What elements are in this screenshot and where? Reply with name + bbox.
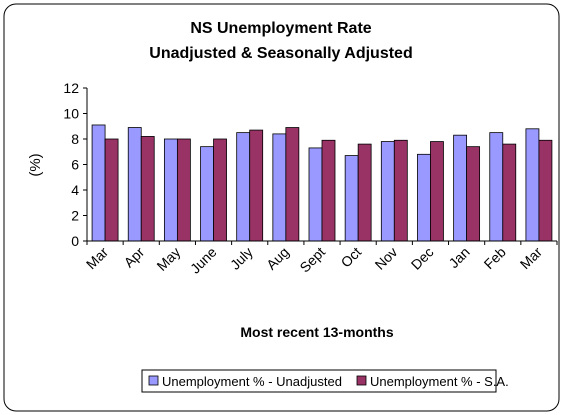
bar-unadjusted — [489, 132, 504, 242]
bar-seasonally-adjusted — [430, 141, 444, 242]
chart-title: NS Unemployment Rate — [190, 20, 371, 37]
y-tick-label: 6 — [71, 157, 79, 173]
bar-seasonally-adjusted — [285, 127, 300, 242]
legend: Unemployment % - Unadjusted Unemployment… — [141, 369, 509, 393]
legend-label-unadjusted: Unemployment % - Unadjusted — [162, 374, 342, 389]
bar-seasonally-adjusted — [104, 138, 119, 242]
legend-label-seasonally-adjusted: Unemployment % - S.A. — [370, 374, 509, 389]
y-tick-label: 8 — [71, 131, 79, 147]
bar-seasonally-adjusted — [213, 138, 227, 242]
bar-unadjusted — [272, 133, 287, 242]
bar-seasonally-adjusted — [321, 139, 336, 242]
bar-seasonally-adjusted — [176, 138, 191, 242]
y-tick-label: 12 — [63, 80, 79, 96]
bar-seasonally-adjusted — [249, 129, 264, 242]
bar-seasonally-adjusted — [393, 139, 408, 242]
bar-unadjusted — [127, 127, 142, 242]
bar-seasonally-adjusted — [502, 143, 517, 242]
y-tick-label: 4 — [71, 182, 79, 198]
bar-unadjusted — [200, 146, 214, 242]
bar-unadjusted — [236, 132, 251, 242]
bar-seasonally-adjusted — [538, 139, 553, 242]
bar-unadjusted — [163, 138, 178, 242]
bar-unadjusted — [525, 128, 540, 242]
y-axis-label: (%) — [27, 153, 44, 176]
bar-seasonally-adjusted — [357, 143, 372, 242]
y-tick-label: 10 — [63, 106, 79, 122]
legend-swatch-unadjusted — [148, 375, 159, 386]
chart-subtitle: Unadjusted & Seasonally Adjusted — [149, 45, 412, 62]
bar-seasonally-adjusted — [466, 146, 481, 242]
y-tick-label: 0 — [71, 233, 79, 249]
bar-unadjusted — [417, 153, 431, 242]
legend-swatch-seasonally-adjusted — [356, 375, 367, 386]
bar-unadjusted — [344, 155, 359, 242]
bar-unadjusted — [91, 124, 106, 242]
bar-unadjusted — [380, 141, 395, 242]
bar-seasonally-adjusted — [140, 136, 155, 242]
x-axis-label: Most recent 13-months — [240, 324, 393, 340]
bar-unadjusted — [308, 147, 323, 242]
legend-box — [141, 369, 497, 393]
y-tick-label: 2 — [71, 208, 79, 224]
bar-unadjusted — [453, 134, 468, 242]
